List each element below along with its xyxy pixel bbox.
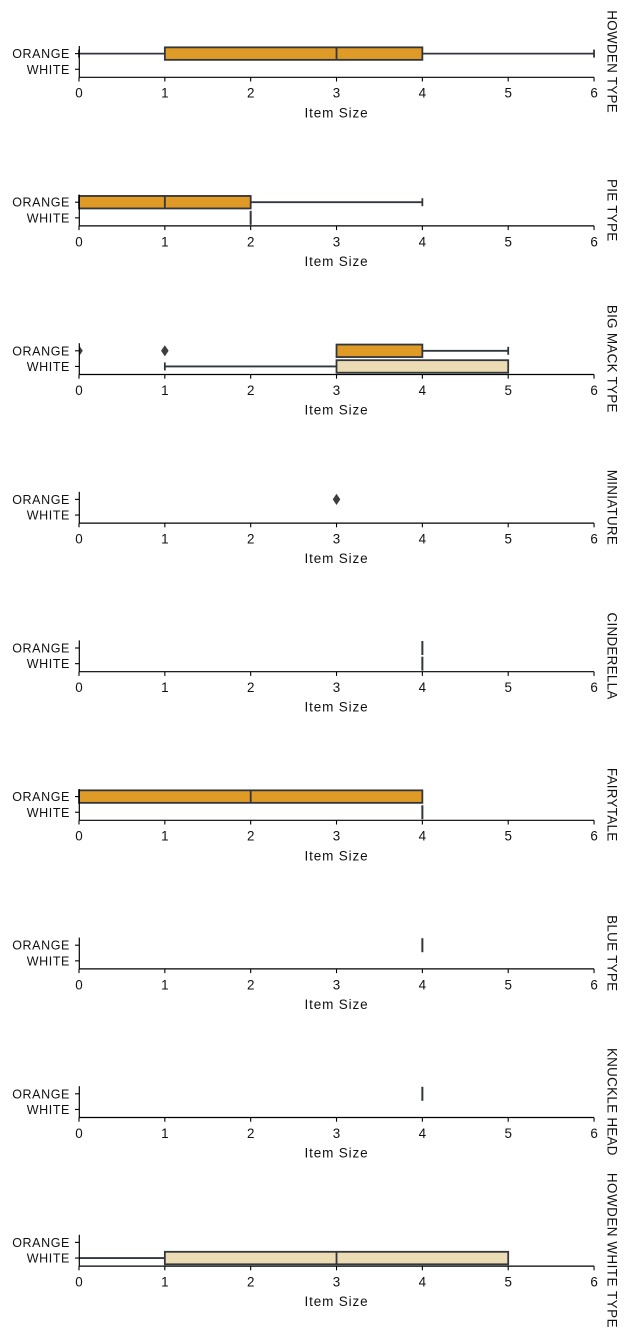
svg-text:1: 1 [161,234,168,249]
svg-text:ORANGE: ORANGE [12,1087,70,1101]
svg-text:4: 4 [419,234,427,249]
svg-text:5: 5 [504,680,511,695]
svg-text:3: 3 [333,1126,340,1141]
svg-text:KNUCKLE HEAD: KNUCKLE HEAD [605,1048,620,1156]
svg-text:ORANGE: ORANGE [12,642,70,656]
svg-text:1: 1 [161,680,168,695]
svg-text:0: 0 [75,1126,82,1141]
svg-text:MINIATURE: MINIATURE [605,470,620,545]
svg-text:Item Size: Item Size [305,403,369,418]
svg-text:6: 6 [590,1275,597,1290]
svg-text:5: 5 [504,383,511,398]
svg-text:4: 4 [419,86,427,101]
svg-text:3: 3 [333,234,340,249]
svg-text:0: 0 [75,383,82,398]
svg-text:FAIRYTALE: FAIRYTALE [605,768,620,842]
svg-text:1: 1 [161,1275,168,1290]
svg-text:2: 2 [247,383,254,398]
svg-text:WHITE: WHITE [27,63,70,77]
svg-text:2: 2 [247,86,254,101]
svg-text:Item Size: Item Size [305,700,369,715]
svg-text:3: 3 [333,977,340,992]
svg-text:2: 2 [247,234,254,249]
svg-text:Item Size: Item Size [305,1146,369,1161]
svg-text:6: 6 [590,1126,597,1141]
svg-text:0: 0 [75,1275,82,1290]
svg-text:5: 5 [504,1126,511,1141]
svg-text:ORANGE: ORANGE [12,790,70,804]
svg-text:WHITE: WHITE [27,806,70,820]
svg-text:4: 4 [419,977,427,992]
svg-text:ORANGE: ORANGE [12,196,70,210]
svg-text:3: 3 [333,680,340,695]
svg-text:ORANGE: ORANGE [12,939,70,953]
svg-text:ORANGE: ORANGE [12,1236,70,1250]
svg-text:5: 5 [504,86,511,101]
svg-text:1: 1 [161,86,168,101]
svg-text:Item Size: Item Size [305,1294,369,1309]
svg-text:4: 4 [419,829,427,844]
svg-text:5: 5 [504,977,511,992]
svg-text:5: 5 [504,829,511,844]
svg-text:2: 2 [247,1275,254,1290]
svg-text:1: 1 [161,1126,168,1141]
svg-text:6: 6 [590,532,597,547]
svg-text:HOWDEN WHITE TYPE: HOWDEN WHITE TYPE [605,1173,620,1328]
svg-text:0: 0 [75,680,82,695]
svg-text:WHITE: WHITE [27,657,70,671]
svg-text:Item Size: Item Size [305,848,369,863]
svg-text:ORANGE: ORANGE [12,47,70,61]
svg-text:HOWDEN TYPE: HOWDEN TYPE [605,10,620,113]
svg-text:4: 4 [419,383,427,398]
svg-text:WHITE: WHITE [27,360,70,374]
svg-text:0: 0 [75,532,82,547]
svg-text:PIE TYPE: PIE TYPE [605,179,620,241]
svg-text:6: 6 [590,234,597,249]
svg-text:CINDERELLA: CINDERELLA [605,613,620,700]
svg-text:4: 4 [419,532,427,547]
svg-text:2: 2 [247,680,254,695]
svg-text:5: 5 [504,532,511,547]
svg-text:6: 6 [590,383,597,398]
svg-text:2: 2 [247,532,254,547]
svg-text:4: 4 [419,680,427,695]
svg-text:3: 3 [333,383,340,398]
svg-text:WHITE: WHITE [27,1103,70,1117]
svg-text:6: 6 [590,977,597,992]
svg-text:2: 2 [247,977,254,992]
svg-text:1: 1 [161,383,168,398]
svg-text:5: 5 [504,1275,511,1290]
svg-text:ORANGE: ORANGE [12,493,70,507]
svg-text:0: 0 [75,977,82,992]
svg-text:3: 3 [333,532,340,547]
svg-text:3: 3 [333,829,340,844]
svg-text:3: 3 [333,1275,340,1290]
svg-text:BIG MACK TYPE: BIG MACK TYPE [605,305,620,413]
svg-text:BLUE TYPE: BLUE TYPE [605,915,620,991]
svg-text:3: 3 [333,86,340,101]
svg-text:1: 1 [161,532,168,547]
svg-text:ORANGE: ORANGE [12,344,70,358]
svg-text:Item Size: Item Size [305,551,369,566]
svg-text:Item Size: Item Size [305,997,369,1012]
svg-text:WHITE: WHITE [27,211,70,225]
svg-text:6: 6 [590,86,597,101]
svg-text:2: 2 [247,829,254,844]
svg-text:WHITE: WHITE [27,1252,70,1266]
svg-text:Item Size: Item Size [305,254,369,269]
svg-text:2: 2 [247,1126,254,1141]
svg-text:0: 0 [75,234,82,249]
svg-text:0: 0 [75,829,82,844]
svg-text:4: 4 [419,1275,427,1290]
svg-text:WHITE: WHITE [27,509,70,523]
svg-text:0: 0 [75,86,82,101]
svg-text:Item Size: Item Size [305,105,369,120]
svg-text:1: 1 [161,977,168,992]
svg-text:6: 6 [590,680,597,695]
svg-text:WHITE: WHITE [27,954,70,968]
svg-text:5: 5 [504,234,511,249]
svg-text:1: 1 [161,829,168,844]
svg-text:6: 6 [590,829,597,844]
svg-text:4: 4 [419,1126,427,1141]
